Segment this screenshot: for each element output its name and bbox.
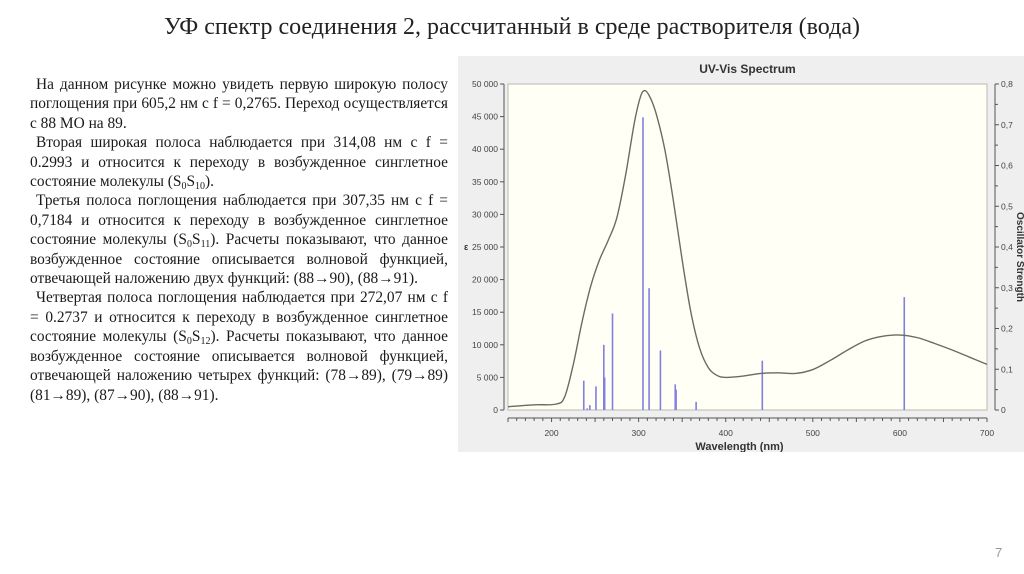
y2-tick-label: 0,2 xyxy=(1001,324,1013,334)
y-tick-label: 50 000 xyxy=(472,79,498,89)
y2-tick-label: 0,7 xyxy=(1001,120,1013,130)
x-axis-label: Wavelength (nm) xyxy=(695,441,784,452)
x-tick-label: 400 xyxy=(719,428,733,438)
chart-canvas: UV-Vis Spectrum 0 5 000 10 000 15 000 20 000 2… xyxy=(464,62,1024,452)
y-tick-label: 25 000 xyxy=(472,242,498,252)
x-tick-label: 700 xyxy=(980,428,994,438)
paragraph-first-band: На данном рисунке можно увидеть первую ш… xyxy=(30,76,448,132)
y-tick-label: 35 000 xyxy=(472,177,498,187)
y2-axis-label: Oscillator Strength xyxy=(1014,212,1024,302)
y2-tick-label: 0,3 xyxy=(1001,283,1013,293)
y-tick-label: 45 000 xyxy=(472,112,498,122)
paragraph-fourth-band: Четвертая полоса поглощения наблюдается … xyxy=(30,289,448,404)
y-tick-label: 5 000 xyxy=(477,372,499,382)
uv-vis-chart: UV-Vis Spectrum 0 5 000 10 000 15 000 20 000 2… xyxy=(458,56,1024,452)
y2-tick-label: 0,4 xyxy=(1001,242,1013,252)
x-tick-label: 300 xyxy=(632,428,646,438)
chart-title: UV-Vis Spectrum xyxy=(699,62,795,76)
x-tick-label: 200 xyxy=(544,428,558,438)
x-tick-label: 500 xyxy=(806,428,820,438)
slide-title: УФ спектр соединения 2, рассчитанный в с… xyxy=(164,14,860,40)
y-tick-label: 0 xyxy=(493,405,498,415)
y2-tick-label: 0,1 xyxy=(1001,364,1013,374)
y-axis-label: ε xyxy=(464,242,469,252)
absorption-curve xyxy=(507,89,988,408)
paragraph-third-band: Третья полоса поглощения наблюдается при… xyxy=(30,192,448,288)
y-tick-label: 10 000 xyxy=(472,340,498,350)
y2-tick-label: 0,5 xyxy=(1001,201,1013,211)
plot-area xyxy=(507,83,988,411)
y2-tick-label: 0,6 xyxy=(1001,161,1013,171)
y-tick-label: 30 000 xyxy=(472,209,498,219)
y-tick-label: 15 000 xyxy=(472,307,498,317)
y-tick-label: 40 000 xyxy=(472,144,498,154)
page-number: 7 xyxy=(995,545,1003,560)
description-text: На данном рисунке можно увидеть первую ш… xyxy=(30,75,448,405)
paragraph-second-band: Вторая широкая полоса наблюдается при 31… xyxy=(30,134,448,193)
x-tick-label: 600 xyxy=(893,428,907,438)
y2-tick-label: 0,8 xyxy=(1001,79,1013,89)
y-tick-label: 20 000 xyxy=(472,275,498,285)
y2-tick-label: 0 xyxy=(1001,405,1006,415)
